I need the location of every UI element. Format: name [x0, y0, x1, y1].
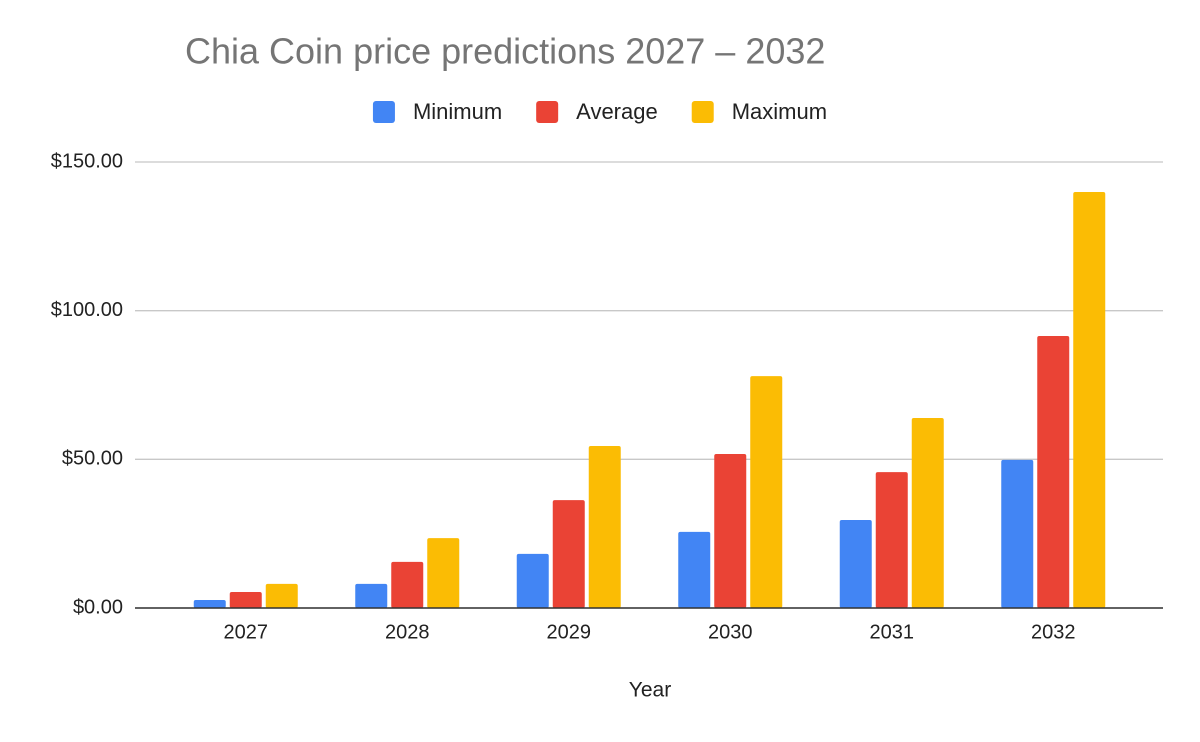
x-tick-label: 2030 — [708, 621, 753, 643]
bar — [391, 561, 424, 608]
y-tick-label: $50.00 — [62, 448, 123, 470]
bar — [714, 453, 747, 608]
bar — [588, 445, 621, 608]
bar — [265, 583, 298, 608]
x-tick-label: 2032 — [1031, 621, 1076, 643]
bar — [839, 519, 872, 608]
bar — [427, 538, 460, 608]
y-tick-label: $150.00 — [51, 150, 123, 172]
legend-label: Maximum — [732, 99, 827, 124]
x-tick-label: 2031 — [870, 621, 915, 643]
bar — [552, 500, 585, 608]
y-tick-label: $0.00 — [73, 596, 123, 618]
bar — [516, 553, 549, 608]
legend-swatch — [536, 101, 559, 123]
bar — [750, 376, 783, 608]
bar — [678, 531, 711, 608]
y-tick-label: $100.00 — [51, 299, 123, 321]
bar — [911, 418, 944, 608]
chart-title: Chia Coin price predictions 2027 – 2032 — [185, 31, 825, 72]
legend-swatch — [372, 101, 395, 123]
bar — [875, 472, 908, 608]
x-axis-title: Year — [629, 679, 671, 702]
bar — [193, 599, 226, 608]
bar — [1001, 459, 1034, 608]
x-tick-label: 2027 — [224, 621, 269, 643]
x-tick-label: 2029 — [547, 621, 592, 643]
bar — [1073, 192, 1106, 608]
bar — [1037, 335, 1070, 608]
legend-label: Minimum — [413, 99, 502, 124]
legend-label: Average — [576, 99, 658, 124]
bar — [229, 591, 262, 608]
x-tick-label: 2028 — [385, 621, 430, 643]
legend-swatch — [691, 101, 714, 123]
bar — [355, 583, 388, 608]
